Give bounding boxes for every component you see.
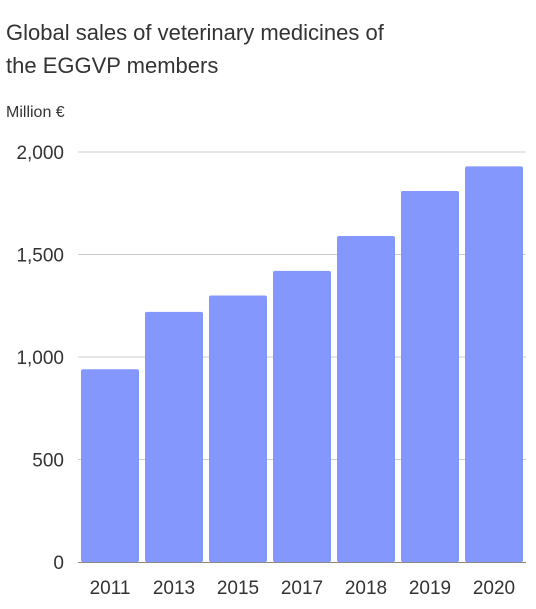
y-tick-label: 2,000 [16, 143, 64, 164]
bar-2020 [465, 166, 523, 562]
y-tick-label: 500 [32, 451, 64, 472]
chart-title-line-2: the EGGVP members [6, 53, 218, 78]
bar-2019 [401, 190, 459, 562]
x-tick-label: 2020 [473, 578, 515, 599]
x-tick-label: 2017 [281, 578, 323, 599]
bar-2011 [81, 369, 139, 562]
y-tick-label: 0 [53, 553, 64, 574]
bar-2018 [337, 236, 395, 563]
x-tick-label: 2015 [217, 578, 259, 599]
y-axis-ticks: 0 500 1,000 1,500 2,000 [16, 143, 64, 574]
y-axis-unit-label: Million € [6, 104, 65, 121]
bars [81, 166, 523, 563]
y-tick-label: 1,000 [16, 348, 64, 369]
bar-2015 [209, 295, 267, 562]
x-tick-label: 2019 [409, 578, 451, 599]
x-tick-label: 2011 [90, 578, 131, 599]
x-tick-label: 2013 [153, 578, 195, 599]
x-axis-ticks: 2011 2013 2015 2017 2018 2019 2020 [90, 578, 516, 599]
chart-title-line-1: Global sales of veterinary medicines of [6, 20, 385, 45]
y-tick-label: 1,500 [16, 246, 64, 267]
bar-2013 [145, 311, 203, 562]
x-tick-label: 2018 [345, 578, 387, 599]
bar-2017 [273, 270, 331, 562]
